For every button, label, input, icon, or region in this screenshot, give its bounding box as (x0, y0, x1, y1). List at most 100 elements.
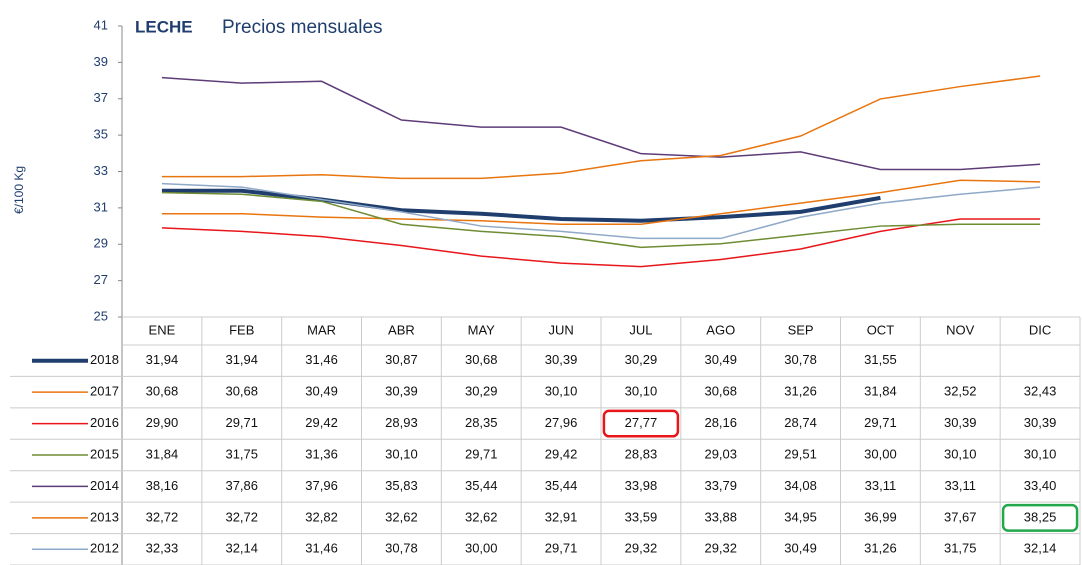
table-cell: 30,68 (225, 384, 258, 399)
table-cell: 31,26 (784, 384, 817, 399)
table-cell: 30,00 (864, 446, 897, 461)
y-tick-label: 35 (94, 127, 108, 142)
table-cell: 34,95 (784, 509, 817, 524)
y-tick-label: 31 (94, 199, 108, 214)
table-cell: 32,14 (225, 541, 258, 556)
x-tick-label: JUN (548, 322, 573, 337)
table-cell: 30,49 (305, 384, 338, 399)
table-cell: 30,10 (944, 446, 977, 461)
table-cell: 33,11 (944, 478, 976, 493)
table-cell: 30,68 (146, 384, 179, 399)
x-tick-label: OCT (867, 322, 895, 337)
table-cell: 32,72 (225, 509, 258, 524)
table-cell: 30,78 (385, 541, 418, 556)
table-cell: 29,71 (225, 415, 258, 430)
y-tick-label: 27 (94, 272, 108, 287)
table-cell: 32,33 (146, 541, 179, 556)
x-tick-label: NOV (946, 322, 975, 337)
table-cell: 33,11 (865, 478, 897, 493)
table-cell: 30,10 (385, 446, 418, 461)
chart-title: LECHE (135, 17, 193, 36)
table-cell: 31,94 (225, 352, 258, 367)
table-cell: 32,72 (146, 509, 179, 524)
table-cell: 37,96 (305, 478, 338, 493)
legend-label: 2015 (90, 446, 119, 461)
series-line (161, 76, 1041, 171)
series-line (161, 218, 1041, 268)
table-cell: 28,35 (465, 415, 498, 430)
table-cell: 33,88 (704, 509, 737, 524)
table-cell: 28,83 (625, 446, 658, 461)
table-cell: 30,10 (545, 384, 578, 399)
table-cell: 30,68 (704, 384, 737, 399)
table-cell: 32,62 (465, 509, 498, 524)
table-cell: 35,44 (545, 478, 578, 493)
table-cell: 30,10 (1024, 446, 1057, 461)
table-cell: 31,46 (305, 541, 338, 556)
legend-label: 2014 (90, 478, 119, 493)
table-cell: 29,03 (704, 446, 737, 461)
table-cell: 38,25 (1024, 509, 1057, 524)
table-cell: 31,75 (944, 541, 977, 556)
table-cell: 31,94 (146, 352, 179, 367)
table-cell: 32,91 (545, 509, 578, 524)
table-cell: 32,14 (1024, 541, 1057, 556)
x-tick-label: MAR (307, 322, 336, 337)
table-cell: 30,00 (465, 541, 498, 556)
table-cell: 28,93 (385, 415, 418, 430)
y-tick-label: 25 (94, 308, 108, 323)
table-cell: 29,90 (146, 415, 179, 430)
y-axis-label: €/100 Kg (12, 166, 26, 214)
table-cell: 29,51 (784, 446, 817, 461)
table-cell: 38,16 (146, 478, 179, 493)
table-cell: 28,16 (704, 415, 737, 430)
chart-subtitle: Precios mensuales (222, 17, 383, 38)
table-cell: 29,71 (465, 446, 498, 461)
table-cell: 33,40 (1024, 478, 1057, 493)
x-tick-label: ENE (149, 322, 176, 337)
table-cell: 35,83 (385, 478, 418, 493)
table-cell: 30,39 (385, 384, 418, 399)
table-cell: 29,42 (545, 446, 578, 461)
series-line (161, 188, 881, 223)
table-cell: 30,10 (625, 384, 658, 399)
table-cell: 31,84 (146, 446, 179, 461)
legend-label: 2016 (90, 415, 119, 430)
x-tick-label: DIC (1029, 322, 1051, 337)
table-cell: 30,49 (784, 541, 817, 556)
table-cell: 34,08 (784, 478, 817, 493)
table-cell: 31,46 (305, 352, 338, 367)
table-cell: 27,96 (545, 415, 578, 430)
x-tick-label: AGO (706, 322, 735, 337)
table-cell: 33,98 (625, 478, 658, 493)
table-cell: 37,67 (944, 509, 977, 524)
table-cell: 30,49 (704, 352, 737, 367)
y-tick-label: 33 (94, 163, 108, 178)
series-line (161, 179, 1041, 225)
highlight-box (1001, 503, 1079, 532)
table-cell: 32,43 (1024, 384, 1057, 399)
table-cell: 29,32 (625, 541, 658, 556)
table-cell: 30,68 (465, 352, 498, 367)
table-cell: 31,36 (305, 446, 338, 461)
table-cell: 30,87 (385, 352, 418, 367)
legend-label: 2012 (90, 541, 119, 556)
x-tick-label: ABR (388, 322, 415, 337)
highlight-box (602, 409, 680, 438)
table-cell: 33,79 (704, 478, 737, 493)
table-cell: 31,26 (864, 541, 897, 556)
legend-label: 2013 (90, 509, 119, 524)
series-line (161, 191, 1041, 249)
table-cell: 31,75 (225, 446, 258, 461)
legend-label: 2018 (90, 352, 119, 367)
y-tick-label: 29 (94, 236, 108, 251)
x-tick-label: MAY (468, 322, 496, 337)
series-line (161, 75, 1041, 180)
table-cell: 29,71 (545, 541, 578, 556)
table-cell: 31,84 (864, 384, 897, 399)
table-cell: 30,39 (1024, 415, 1057, 430)
y-tick-label: 41 (94, 17, 108, 32)
table-cell: 37,86 (225, 478, 258, 493)
table-cell: 30,29 (465, 384, 498, 399)
